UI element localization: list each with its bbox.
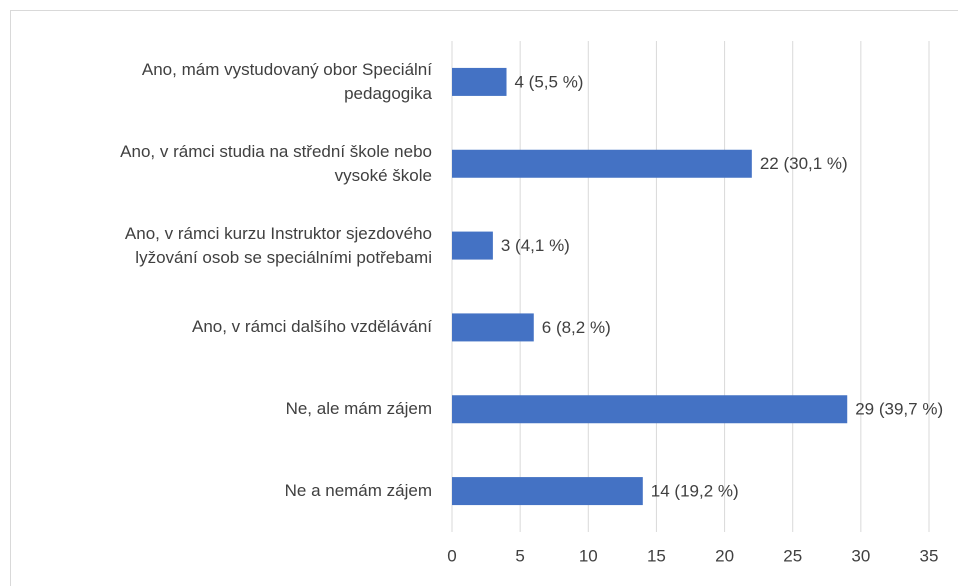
y-tick-label: Ne a nemám zájem [284,481,432,501]
x-tick-label: 35 [920,546,939,565]
x-tick-label: 20 [715,546,734,565]
chart-border [10,10,958,586]
y-tick-label: Ano, v rámci studia na střední škole neb… [120,141,432,185]
bar [452,231,493,260]
data-label: 6 (8,2 %) [542,318,611,337]
bar [452,67,507,96]
y-tick-label: Ano, v rámci dalšího vzdělávání [191,317,432,337]
x-tick-label: 10 [579,546,598,565]
bar [452,149,752,178]
data-label: 14 (19,2 %) [651,482,739,501]
x-tick-label: 15 [647,546,666,565]
y-tick-label: Ne, ale mám zájem [285,399,432,419]
bar [452,477,643,506]
x-tick-label: 5 [515,546,524,565]
x-tick-label: 0 [447,546,456,565]
bar [452,395,848,424]
data-label: 29 (39,7 %) [855,400,943,419]
bar [452,313,534,342]
data-label: 22 (30,1 %) [760,154,848,173]
x-tick-label: 30 [851,546,870,565]
x-tick-label: 25 [783,546,802,565]
data-label: 4 (5,5 %) [515,72,584,91]
y-tick-label: Ano, v rámci kurzu Instruktor sjezdového… [124,223,432,267]
data-label: 3 (4,1 %) [501,236,570,255]
y-tick-label: Ano, mám vystudovaný obor Speciální peda… [141,59,432,103]
